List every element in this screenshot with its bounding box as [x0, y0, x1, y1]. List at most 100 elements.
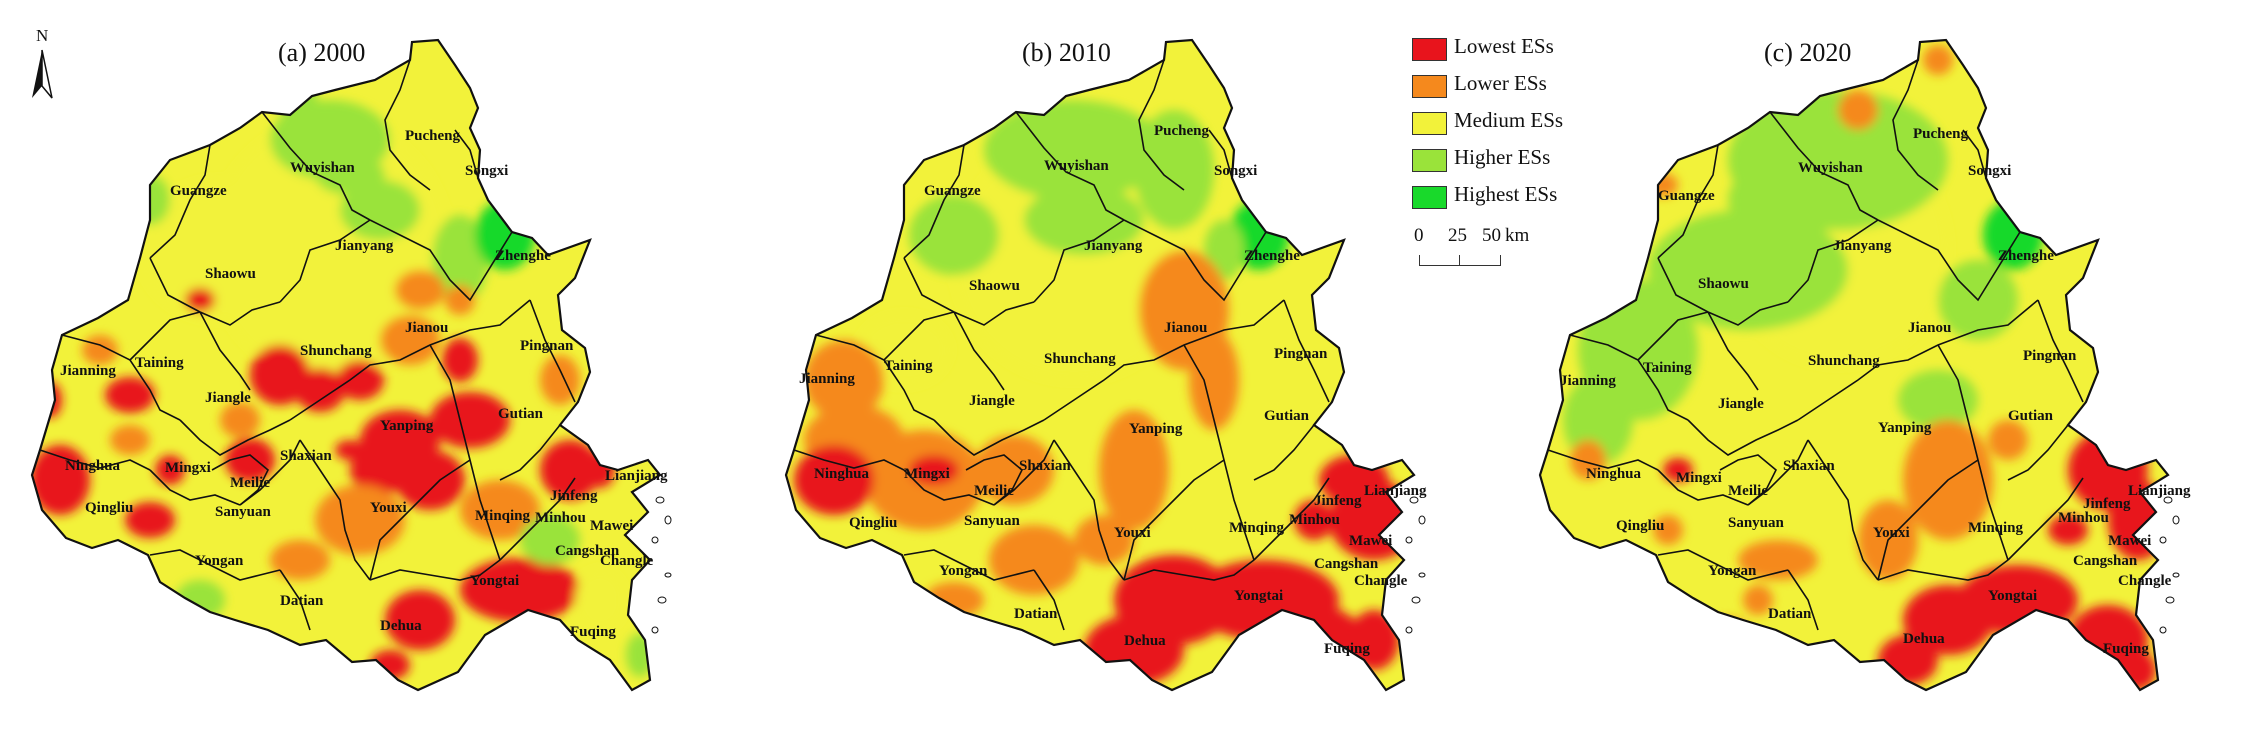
scale-tick-0: 0: [1414, 225, 1424, 246]
county-label: Meilie: [1728, 483, 1768, 499]
county-label: Wuyishan: [1798, 160, 1863, 176]
county-label: Guangze: [1658, 188, 1715, 204]
es-patch: [804, 340, 884, 420]
county-label: Minhou: [2058, 510, 2109, 526]
county-boundary: [1657, 144, 1719, 259]
county-boundary: [965, 454, 1023, 506]
county-label: Fuqing: [2103, 641, 2149, 657]
county-boundary: [1797, 299, 2039, 421]
es-patch: [110, 425, 150, 455]
county-boundary: [299, 439, 371, 581]
county-label: Minqing: [475, 508, 531, 524]
island: [664, 515, 672, 525]
county-label: Lianjiang: [2128, 483, 2191, 499]
county-label: Dehua: [380, 618, 422, 634]
county-label: Zhenghe: [495, 248, 551, 264]
county-boundary: [1769, 111, 1879, 221]
county-label: Pucheng: [1913, 126, 1969, 142]
es-level-patches: [32, 70, 654, 680]
legend-swatch-highest: [1412, 186, 1447, 209]
panel-title-2000: (a) 2000: [278, 38, 366, 67]
map-2020: Pucheng Wuyishan Songxi Guangze Jianyang Zhen…: [1538, 38, 2191, 692]
county-label: Qingliu: [85, 500, 133, 516]
county-label: Gutian: [498, 406, 544, 422]
county-labels: Pucheng Wuyishan Songxi Guangze Jianyang Zhen…: [60, 128, 668, 640]
county-label: Zhenghe: [1244, 248, 1300, 264]
county-boundary: [279, 219, 371, 303]
county-boundary: [1015, 111, 1125, 221]
county-label: Jiangle: [969, 393, 1015, 409]
county-label: Youxi: [1873, 525, 1910, 541]
county-label: Songxi: [1214, 163, 1257, 179]
county-label: Yongan: [939, 563, 988, 579]
es-patch: [460, 480, 540, 540]
map-panel-2000: (a) 2000 Pucheng Wuyishan Songxi Guangze Jia…: [0, 0, 740, 734]
scale-tick-50: 50: [1482, 225, 1501, 246]
es-patch: [575, 570, 625, 630]
es-patch: [38, 382, 62, 418]
county-boundary: [1877, 559, 2009, 581]
es-patch: [336, 360, 384, 400]
es-patch: [1099, 410, 1169, 530]
county-boundary: [1807, 439, 1879, 581]
county-boundary: [1719, 454, 1777, 506]
county-label: Zhenghe: [1998, 248, 2054, 264]
es-patch: [1898, 370, 1978, 430]
island: [1411, 596, 1421, 604]
es-patch: [460, 558, 580, 622]
county-boundary: [1747, 439, 1809, 506]
county-boundary: [1877, 219, 2021, 302]
county-boundaries: [793, 59, 1330, 631]
county-boundary: [1657, 549, 1789, 581]
county-label: Datian: [1014, 606, 1058, 622]
county-boundary: [903, 549, 1035, 581]
scale-tick-25: 25: [1448, 225, 1467, 246]
legend-swatch-medium: [1412, 112, 1447, 135]
legend-item-medium: Medium ESs: [1412, 108, 1627, 138]
es-patch: [315, 485, 405, 555]
county-label: Ninghua: [814, 466, 870, 482]
island: [2159, 536, 2167, 544]
county-label: Jianyang: [1833, 238, 1892, 254]
es-patch: [32, 445, 90, 515]
legend-item-higher: Higher ESs: [1412, 145, 1627, 175]
es-patch: [1838, 90, 1878, 130]
es-patch: [2048, 515, 2088, 545]
county-label: Yanping: [1129, 421, 1183, 437]
county-label: Songxi: [1968, 163, 2011, 179]
island: [2172, 515, 2180, 525]
county-label: Mingxi: [165, 460, 211, 476]
panel-title-2010: (b) 2010: [1022, 38, 1111, 67]
county-label: Guangze: [924, 183, 981, 199]
county-label: Jianning: [60, 363, 116, 379]
county-boundary: [1657, 257, 1789, 326]
es-patch: [350, 445, 410, 495]
county-label: Taining: [135, 355, 184, 371]
county-label: Shunchang: [1044, 351, 1116, 367]
county-label: Sanyuan: [964, 513, 1021, 529]
island: [1405, 536, 1413, 544]
county-boundary: [883, 311, 955, 361]
county-boundaries: [1547, 59, 2084, 631]
region-outline: [784, 38, 1416, 692]
region-outline: [1538, 38, 2170, 692]
county-boundary: [279, 569, 311, 631]
county-label: Wuyishan: [1044, 158, 1109, 174]
county-label: Jianou: [405, 320, 448, 336]
north-arrow-icon: [32, 49, 53, 99]
county-boundaries: [39, 59, 576, 631]
county-label: Shunchang: [300, 343, 372, 359]
county-label: Mawei: [590, 518, 633, 534]
county-boundary: [1657, 469, 1749, 506]
county-label: Shaxian: [1019, 458, 1071, 474]
island: [655, 496, 665, 504]
county-label: Meilie: [974, 483, 1014, 499]
region-outline: [30, 38, 662, 692]
es-patch: [340, 180, 420, 240]
es-patch: [1570, 440, 1606, 480]
county-boundary: [2007, 424, 2069, 481]
county-label: Shaowu: [205, 266, 256, 282]
es-patch: [1189, 330, 1239, 430]
legend-swatch-lower: [1412, 75, 1447, 98]
es-patch: [1074, 515, 1134, 565]
